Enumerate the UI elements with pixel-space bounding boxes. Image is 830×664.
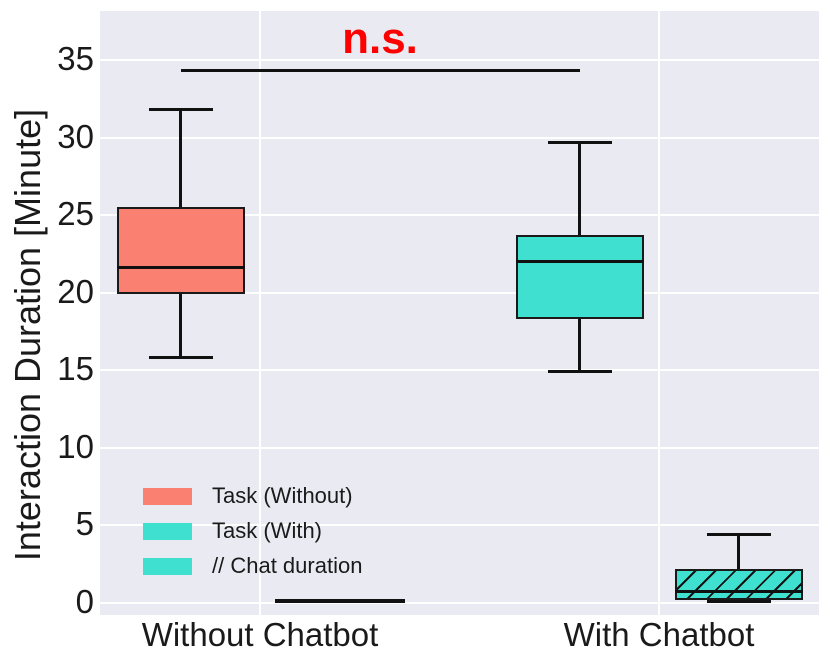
median-line-task-with-with-chatbot	[515, 260, 644, 264]
whisker-cap-upper-chat-duration-with-chatbot	[706, 533, 771, 537]
gridline-horizontal-15	[100, 369, 819, 372]
whisker-upper-task-with-with-chatbot	[578, 142, 581, 236]
legend-swatch-2	[143, 522, 192, 540]
box-task-without-without-chatbot	[116, 207, 245, 295]
gridline-horizontal-20	[100, 291, 819, 294]
box-chat-duration-with-chatbot	[674, 568, 803, 600]
whisker-cap-upper-task-with-with-chatbot	[547, 140, 612, 144]
legend-label-1: Task (Without)	[212, 483, 353, 508]
whisker-lower-task-with-with-chatbot	[578, 319, 581, 372]
whisker-cap-upper-task-without-without-chatbot	[148, 108, 213, 112]
significance-line	[180, 69, 580, 73]
gridline-horizontal-35	[100, 59, 819, 61]
legend: Task (Without) Task (With) // Chat duratio…	[143, 483, 362, 579]
ytick-label-20: 20	[57, 272, 94, 310]
whisker-upper-task-without-without-chatbot	[179, 109, 182, 208]
ytick-label-5: 5	[75, 505, 94, 543]
gridline-horizontal-10	[100, 446, 819, 449]
plot-area	[100, 11, 819, 615]
median-line-chat-duration-with-chatbot	[674, 589, 803, 593]
legend-row-2: Task (With)	[143, 518, 362, 544]
legend-label-3: // Chat duration	[212, 553, 363, 578]
flat-box-chat-duration-without-chatbot	[274, 599, 405, 604]
whisker-cap-lower-chat-duration-with-chatbot	[706, 599, 771, 603]
whisker-upper-chat-duration-with-chatbot	[737, 534, 740, 569]
y-axis-label: Interaction Duration [Minute]	[7, 108, 48, 562]
ytick-label-35: 35	[57, 40, 94, 78]
gridline-vertical-2	[658, 11, 660, 615]
gridline-horizontal-0	[100, 602, 819, 604]
legend-swatch-3	[143, 557, 192, 575]
whisker-cap-lower-task-with-with-chatbot	[547, 370, 612, 374]
legend-label-2: Task (With)	[212, 518, 322, 543]
legend-row-3: // Chat duration	[143, 553, 362, 579]
gridline-horizontal-5	[100, 524, 819, 527]
xtick-label-2: With Chatbot	[563, 616, 755, 653]
whisker-lower-task-without-without-chatbot	[179, 294, 182, 358]
gridline-vertical-1	[259, 11, 261, 615]
whisker-cap-lower-task-without-without-chatbot	[148, 356, 213, 360]
ytick-label-25: 25	[57, 195, 94, 233]
legend-row-1: Task (Without)	[143, 483, 362, 509]
gridline-horizontal-30	[100, 136, 819, 139]
median-line-task-without-without-chatbot	[116, 266, 245, 270]
legend-swatch-1	[143, 487, 192, 505]
box-task-with-with-chatbot	[515, 235, 644, 320]
ytick-label-10: 10	[57, 428, 94, 466]
ytick-label-0: 0	[75, 583, 94, 621]
ytick-label-15: 15	[57, 350, 94, 388]
gridline-horizontal-25	[100, 214, 819, 217]
ytick-label-30: 30	[57, 117, 94, 155]
significance-label: n.s.	[342, 13, 418, 63]
xtick-label-1: Without Chatbot	[141, 616, 379, 653]
